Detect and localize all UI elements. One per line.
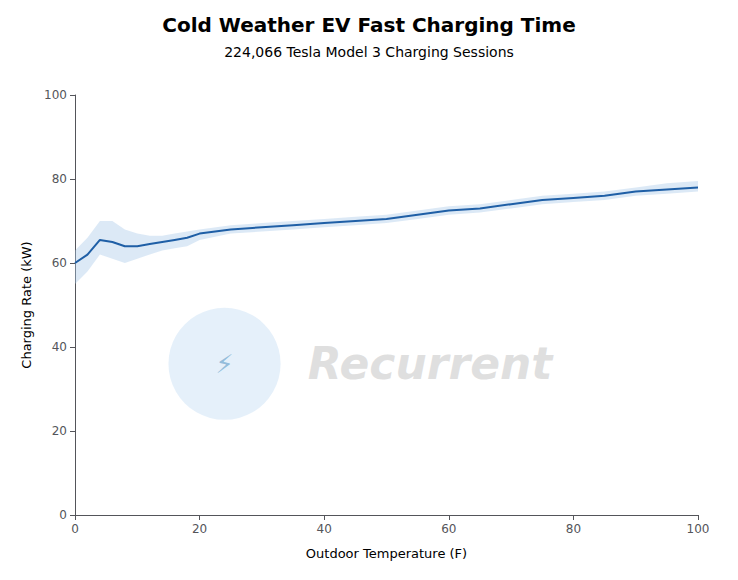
svg-text:40: 40	[52, 340, 67, 354]
svg-text:⚡: ⚡	[215, 349, 233, 379]
svg-text:20: 20	[192, 522, 207, 536]
svg-text:100: 100	[687, 522, 710, 536]
svg-text:Cold Weather EV Fast Charging: Cold Weather EV Fast Charging Time	[162, 13, 576, 37]
svg-text:60: 60	[52, 256, 67, 270]
svg-text:0: 0	[59, 508, 67, 522]
svg-text:0: 0	[71, 522, 79, 536]
svg-text:80: 80	[566, 522, 581, 536]
svg-text:Outdoor Temperature (F): Outdoor Temperature (F)	[306, 546, 467, 561]
svg-text:60: 60	[441, 522, 456, 536]
svg-text:100: 100	[44, 88, 67, 102]
svg-text:20: 20	[52, 424, 67, 438]
svg-text:Charging Rate (kW): Charging Rate (kW)	[19, 241, 34, 368]
svg-text:Recurrent: Recurrent	[308, 338, 555, 389]
svg-text:80: 80	[52, 172, 67, 186]
svg-text:224,066 Tesla Model 3 Charging: 224,066 Tesla Model 3 Charging Sessions	[224, 44, 514, 60]
svg-text:40: 40	[317, 522, 332, 536]
